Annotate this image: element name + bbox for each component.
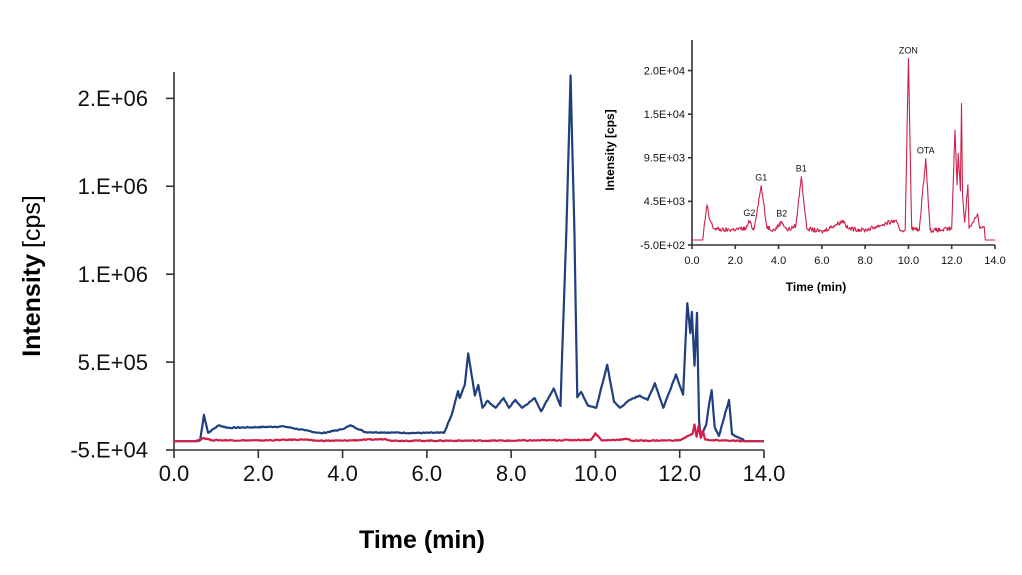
main-x-axis-label: Time (min) [359,526,485,554]
x-tick-label: 8.0 [857,255,872,267]
x-tick-label: 10.0 [898,255,919,267]
x-tick-label: 12.0 [658,461,701,486]
inset-x-axis-label: Time (min) [786,280,846,294]
series-line-0 [174,74,764,443]
series-line-0 [692,57,995,241]
x-tick-label: 2.0 [728,255,743,267]
x-tick-label: 8.0 [496,461,527,486]
x-tick-label: 2.0 [243,461,274,486]
x-tick-label: 0.0 [159,461,190,486]
main-chart: 0.0 2.0 4.0 6.0 8.0 10.0 12.0 14.0 -5.E+04 5.E+05… [70,72,785,486]
peak-label: G1 [755,173,767,183]
y-label-quantity: Intensity [18,254,46,357]
y-tick-label: 1.5E+04 [644,109,685,121]
inset-chart: 0.0 2.0 4.0 6.0 8.0 10.0 12.0 14.0 -5.0E+02 4.5E+… [640,40,1006,267]
y-tick-label: -5.E+04 [70,438,148,463]
y-tick-label: 1.E+06 [78,262,148,287]
main-y-axis-label: Intensity [cps] [18,195,46,357]
x-tick-label: 10.0 [574,461,617,486]
y-label-unit: [cps] [18,195,46,248]
y-tick-label: 9.5E+03 [644,153,685,165]
x-tick-label: 4.0 [771,255,786,267]
y-tick-label: 5.E+05 [78,350,148,375]
peak-label: ZON [899,45,918,55]
y-tick-label: 2.0E+04 [644,65,685,77]
x-tick-label: 14.0 [743,461,786,486]
x-tick-label: 6.0 [412,461,443,486]
peak-label: B2 [776,209,787,219]
x-tick-label: 12.0 [941,255,962,267]
x-tick-label: 6.0 [814,255,829,267]
y-tick-label: 4.5E+03 [644,196,685,208]
peak-label: G2 [743,208,755,218]
x-tick-label: 4.0 [327,461,358,486]
peak-label: B1 [796,164,807,174]
y-tick-label: 2.E+06 [78,86,148,111]
peak-label: OTA [917,145,935,155]
y-tick-label: -5.0E+02 [640,240,685,252]
series-line-1 [174,423,764,443]
x-tick-label: 14.0 [984,255,1005,267]
x-tick-label: 0.0 [684,255,699,267]
y-tick-label: 1.E+06 [78,174,148,199]
inset-y-axis-label: Intensity [cps] [603,109,617,190]
